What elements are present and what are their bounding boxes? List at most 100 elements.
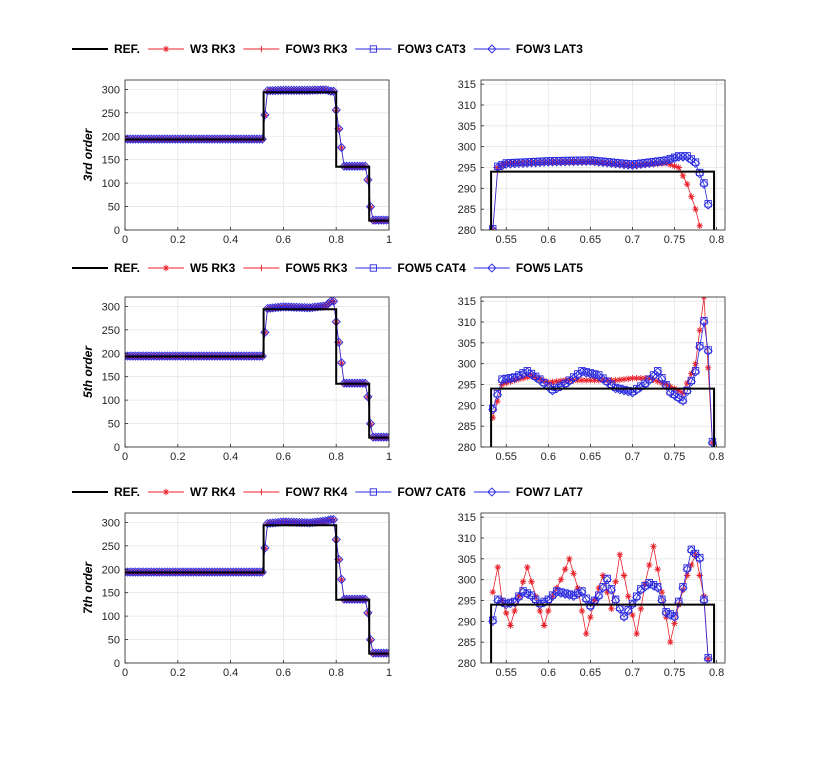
full-panel-0-blue-point bbox=[384, 215, 389, 225]
zoom-panel-0-point bbox=[573, 156, 583, 167]
zoom-panel-0-point bbox=[582, 158, 590, 166]
zoom-panel-1-point bbox=[637, 375, 645, 382]
zoom-panel-0-point bbox=[535, 157, 545, 168]
zoom-panel-0-point-square bbox=[662, 156, 670, 164]
zoom-panel-2-point bbox=[671, 620, 678, 627]
legend-entry-0-1-marker bbox=[162, 45, 170, 53]
zoom-panel-1-xtick-label: 0.6 bbox=[541, 451, 556, 463]
zoom-panel-0-ytick-label: 295 bbox=[458, 163, 476, 175]
zoom-panel-2-point-square bbox=[633, 592, 641, 600]
zoom-panel-1-point bbox=[682, 386, 692, 397]
full-panel-1-blue-point bbox=[336, 358, 347, 368]
zoom-panel-1-point bbox=[557, 377, 565, 385]
zoom-panel-1-point bbox=[582, 377, 590, 384]
full-panel-1-blue-point bbox=[260, 327, 270, 338]
zoom-panel-1-point bbox=[578, 377, 586, 384]
zoom-panel-1-point-square bbox=[515, 371, 523, 379]
zoom-panel-2-point bbox=[503, 609, 510, 617]
full-panel-2-blue-point bbox=[336, 574, 347, 584]
zoom-panel-2-point-square bbox=[502, 599, 510, 608]
full-panel-1-xtick-label: 0.4 bbox=[223, 451, 238, 463]
zoom-panel-0-reference-line bbox=[490, 170, 716, 230]
zoom-panel-1-xtick-label: 0.75 bbox=[664, 451, 685, 463]
zoom-panel-0-ytick-label: 280 bbox=[458, 225, 476, 237]
zoom-panel-1-point-square bbox=[691, 367, 700, 375]
zoom-panel-1-point bbox=[507, 378, 514, 385]
zoom-panel-1-point-square bbox=[493, 390, 502, 398]
full-panel-0: 0 0.2 0.4 0.6 0.8 1 0 50 100 150 200 250 300 bbox=[102, 79, 392, 246]
zoom-panel-0-point-square bbox=[641, 158, 649, 167]
zoom-panel-0-point-square bbox=[565, 156, 573, 165]
zoom-panel-0-point bbox=[646, 161, 653, 168]
zoom-panel-0-xtick-label: 0.65 bbox=[580, 234, 601, 246]
full-panel-2-ytick-label: 0 bbox=[114, 658, 120, 670]
full-panel-2-blue-point bbox=[363, 608, 373, 618]
zoom-panel-0-point bbox=[507, 160, 514, 167]
zoom-panel-0-point bbox=[640, 159, 650, 169]
zoom-panel-2-point-square bbox=[696, 553, 704, 562]
zoom-panel-2-point-square bbox=[658, 595, 666, 603]
legend-row-1: REF. W5 RK3 FOW5 RK3 FOW5 CAT4 FOW5 LAT5 bbox=[72, 261, 583, 275]
zoom-panel-2-point bbox=[667, 638, 674, 646]
zoom-panel-2-point-square bbox=[700, 595, 708, 603]
zoom-panel-0-ytick-label: 290 bbox=[458, 183, 476, 195]
full-panel-1-ytick-label: 0 bbox=[114, 442, 120, 454]
zoom-panel-0-point bbox=[539, 157, 549, 167]
zoom-panel-2-point bbox=[650, 543, 657, 550]
zoom-panel-2-point bbox=[606, 585, 617, 595]
full-panel-2-blue-point bbox=[310, 517, 320, 527]
zoom-panel-0-point-square bbox=[595, 157, 603, 165]
zoom-panel-0-point bbox=[557, 159, 565, 166]
zoom-panel-1-point bbox=[599, 377, 607, 384]
zoom-panel-1-point bbox=[675, 387, 682, 394]
zoom-panel-1-point bbox=[587, 377, 594, 384]
full-panel-2-blue-point bbox=[260, 543, 270, 553]
zoom-panel-0-point bbox=[657, 157, 667, 167]
full-panel-0-ytick-label: 100 bbox=[102, 178, 120, 190]
zoom-panel-2-plot-area bbox=[488, 543, 716, 663]
full-panel-1-ytick-label: 200 bbox=[102, 348, 120, 360]
zoom-panel-2-point bbox=[669, 612, 680, 622]
zoom-panel-1-point-square bbox=[489, 404, 497, 412]
zoom-panel-0-point bbox=[568, 156, 579, 167]
zoom-panel-1-point bbox=[489, 414, 496, 422]
full-panel-0-series-blue bbox=[125, 89, 389, 221]
zoom-panel-1-point-square bbox=[590, 370, 599, 378]
zoom-panel-2-point bbox=[674, 597, 684, 608]
full-panel-1-blue-point bbox=[255, 351, 265, 361]
zoom-panel-0-point-square bbox=[544, 157, 552, 165]
full-panel-0-axes-box bbox=[124, 79, 390, 231]
zoom-panel-0-point-square bbox=[700, 179, 708, 187]
full-panel-1-xtick-label: 0 bbox=[122, 451, 128, 463]
full-panel-2-reference-line bbox=[125, 524, 389, 655]
zoom-panel-1-point bbox=[524, 374, 531, 381]
zoom-panel-2-point bbox=[598, 583, 608, 593]
zoom-panel-0-ytick-label: 285 bbox=[458, 204, 476, 216]
zoom-panel-1-point bbox=[678, 396, 688, 406]
zoom-panel-1-point-square bbox=[700, 317, 708, 325]
zoom-panel-2-point bbox=[582, 630, 590, 638]
legend-entry-1-2-label: FOW5 RK3 bbox=[285, 261, 347, 275]
zoom-panel-2-point bbox=[665, 610, 675, 620]
zoom-panel-2-point-square bbox=[620, 612, 628, 620]
zoom-panel-0-point-square bbox=[675, 152, 683, 160]
zoom-panel-0-point-square bbox=[586, 156, 595, 164]
zoom-panel-2-point bbox=[604, 588, 611, 596]
zoom-panel-0-point bbox=[674, 152, 684, 162]
full-panel-2-ytick-label: 200 bbox=[102, 564, 120, 576]
zoom-panel-2-point-square bbox=[515, 592, 523, 600]
zoom-panel-2-point bbox=[578, 607, 586, 615]
zoom-panel-2-point bbox=[494, 563, 502, 571]
zoom-panel-1-point bbox=[699, 317, 709, 327]
zoom-panel-0-point-square bbox=[574, 156, 582, 164]
zoom-panel-2-point bbox=[507, 622, 514, 629]
zoom-panel-0-point-square bbox=[603, 158, 611, 166]
zoom-panel-0-point bbox=[703, 200, 713, 210]
legend-row-2: REF. W7 RK4 FOW7 RK4 FOW7 CAT6 FOW7 LAT7 bbox=[72, 485, 583, 499]
zoom-panel-1-point bbox=[636, 382, 646, 392]
zoom-panel-1-point bbox=[514, 371, 524, 381]
zoom-panel-2-point bbox=[577, 587, 587, 597]
zoom-panel-1-reference-line bbox=[490, 387, 716, 447]
full-panel-0-ytick-label: 50 bbox=[108, 202, 120, 214]
zoom-panel-0-axes-box bbox=[480, 79, 726, 231]
